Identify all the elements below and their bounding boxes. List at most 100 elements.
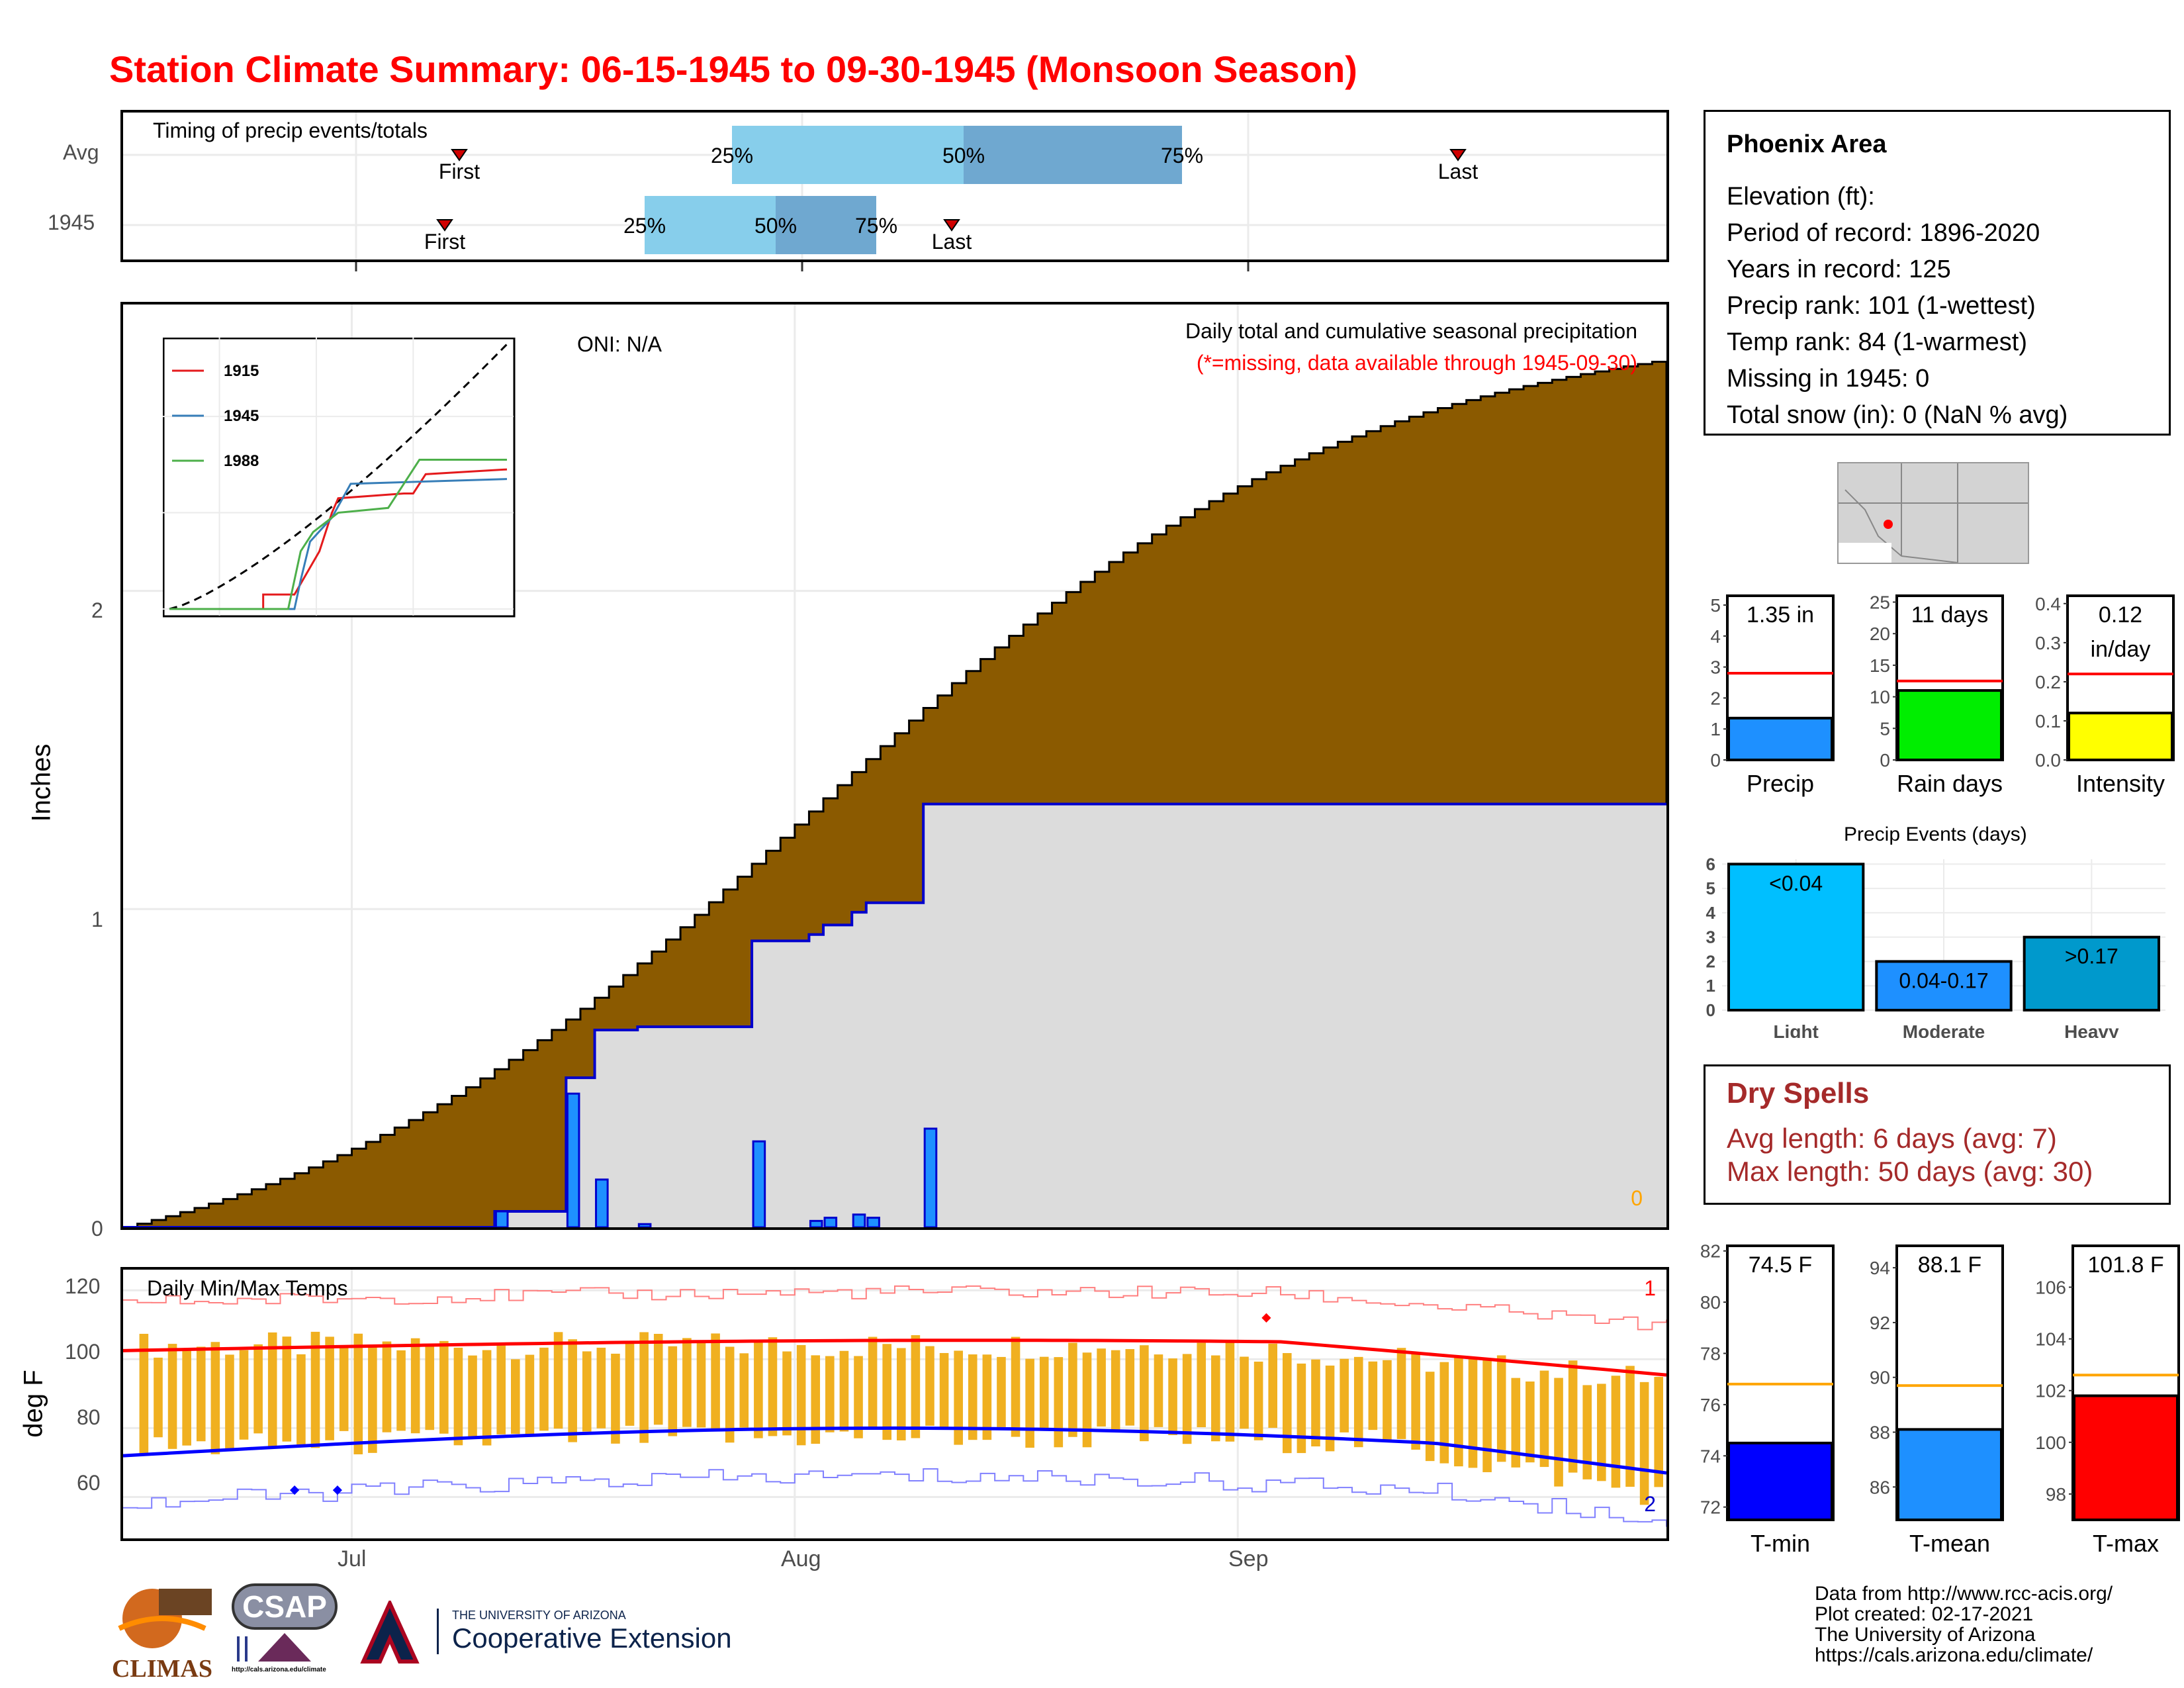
- mini-category-label: T-min: [1751, 1530, 1810, 1557]
- inset-legend-label: 1988: [224, 452, 259, 470]
- daily-temp-bar: [1582, 1385, 1592, 1479]
- mini-ytick: 20: [1870, 624, 1890, 644]
- avg-25-50-bar: [732, 126, 964, 184]
- mini-category-label: Intensity: [2076, 770, 2165, 797]
- timing-label: Timing of precip events/totals: [153, 118, 428, 142]
- daily-temp-bar: [939, 1352, 949, 1430]
- daily-temp-bar: [1197, 1342, 1206, 1428]
- temp-chart: [123, 1270, 1666, 1538]
- daily-temp-bar: [353, 1333, 363, 1455]
- record-low-line: [123, 1468, 1666, 1527]
- daily-precip-bar: [923, 1127, 938, 1227]
- daily-precip-bar: [637, 1223, 652, 1227]
- daily-temp-bar: [682, 1338, 692, 1427]
- daily-temp-bar: [1425, 1372, 1435, 1462]
- location-map: [1837, 462, 2029, 564]
- daily-temp-bar: [982, 1354, 992, 1440]
- mini-category-label: T-max: [2093, 1530, 2159, 1557]
- daily-temp-bar: [639, 1332, 649, 1443]
- timing-chart: First Last First Last 25% 50% 75% 25% 50…: [123, 113, 1666, 259]
- events-ytick: 4: [1706, 903, 1716, 923]
- daily-temp-bar: [1182, 1354, 1192, 1444]
- events-ytick: 2: [1706, 951, 1715, 971]
- daily-temp-bar: [296, 1354, 306, 1447]
- daily-temp-bar: [1140, 1345, 1149, 1442]
- daily-temp-bar: [1468, 1357, 1478, 1468]
- inset-series-1915: [169, 468, 508, 610]
- daily-temp-bar: [925, 1346, 934, 1426]
- daily-temp-bar: [1396, 1348, 1406, 1439]
- mini-ytick: 5: [1880, 718, 1890, 739]
- mini-category-label: T-mean: [1909, 1530, 1990, 1557]
- daily-temp-bar: [1297, 1363, 1306, 1454]
- avg-p25-label: 25%: [711, 144, 753, 167]
- avg-p75-label: 75%: [1161, 144, 1203, 167]
- daily-temp-bar: [210, 1342, 220, 1454]
- ua-logo: [360, 1598, 420, 1667]
- temp-ytick-120: 120: [65, 1274, 101, 1298]
- info-line-period: Period of record: 1896-2020: [1727, 219, 2040, 247]
- daily-temp-bar: [611, 1353, 620, 1444]
- mini-ytick: 3: [1710, 657, 1721, 678]
- mini-ytick: 72: [1700, 1497, 1721, 1518]
- daily-temp-bar: [911, 1335, 921, 1438]
- daily-temp-bar: [1011, 1336, 1021, 1437]
- daily-temp-bar: [1211, 1355, 1220, 1442]
- daily-temp-bar: [1154, 1354, 1163, 1427]
- mini-value-label: 101.8 F: [2087, 1252, 2163, 1278]
- daily-temp-bar: [282, 1336, 292, 1442]
- daily-temp-bar: [410, 1338, 420, 1434]
- mini-ytick: 4: [1710, 626, 1721, 647]
- mini-ytick: 0.3: [2035, 633, 2061, 653]
- daily-temp-bar: [1253, 1361, 1263, 1440]
- daily-temp-bar: [1097, 1348, 1106, 1427]
- precip-ytick-1: 1: [91, 908, 103, 931]
- info-line-elevation: Elevation (ft):: [1727, 183, 1875, 211]
- xtick-sep: Sep: [1228, 1546, 1269, 1571]
- daily-temp-bar: [839, 1350, 849, 1432]
- timing-ytick-avg: Avg: [63, 140, 99, 164]
- avg-first-marker: [451, 149, 468, 162]
- csap-text: CSAP: [242, 1589, 327, 1624]
- precip-minibar: 0 1 2 3 4 5 1.35 in Precip: [1681, 583, 1846, 801]
- csap-logo: CSAP http://cals.arizona.edu/climate: [232, 1583, 351, 1683]
- mini-value-bar: [1897, 689, 2003, 761]
- precip-ytick-0: 0: [91, 1217, 103, 1241]
- mini-ytick: 0.0: [2035, 750, 2061, 771]
- info-line-snow: Total snow (in): 0 (NaN % avg): [1727, 401, 2068, 429]
- temp-ylabel: deg F: [19, 1370, 48, 1438]
- dry-spells-avg: Avg length: 6 days (avg: 7): [1727, 1123, 2057, 1154]
- daily-temp-bar: [825, 1356, 835, 1432]
- mini-category-label: Rain days: [1897, 770, 2003, 797]
- precip-panel: 1915 1945 1988 ONI: N/A Daily total and cu…: [120, 302, 1669, 1230]
- daily-temp-bar: [1068, 1342, 1077, 1437]
- daily-temp-bar: [1268, 1343, 1277, 1428]
- dry-spells-max: Max length: 50 days (avg: 30): [1727, 1156, 2093, 1187]
- page-title: Station Climate Summary: 06-15-1945 to 0…: [109, 48, 1357, 90]
- daily-temp-bar: [882, 1344, 891, 1440]
- credits: Data from http://www.rcc-acis.org/ Plot …: [1815, 1583, 2113, 1665]
- daily-temp-bar: [1654, 1376, 1663, 1487]
- temp-ytick-100: 100: [65, 1340, 101, 1364]
- daily-temp-bar: [525, 1354, 535, 1436]
- daily-temp-bar: [625, 1343, 635, 1426]
- avg-last-marker: [1449, 149, 1467, 162]
- daily-temp-bar: [796, 1344, 806, 1446]
- daily-temp-bar: [1368, 1361, 1378, 1430]
- mini-ytick: 92: [1870, 1313, 1890, 1333]
- daily-temp-bar: [1597, 1383, 1606, 1481]
- daily-temp-bar: [1625, 1366, 1635, 1487]
- daily-temp-bar: [1454, 1357, 1463, 1467]
- credit-line-university: The University of Arizona: [1815, 1624, 2036, 1646]
- record-high-line: [123, 1285, 1666, 1331]
- daily-temp-bar: [711, 1333, 720, 1432]
- mini-ytick: 2: [1710, 688, 1721, 708]
- xtick-jul: Jul: [338, 1546, 367, 1571]
- mini-ytick: 88: [1870, 1423, 1890, 1443]
- daily-temp-bar: [582, 1351, 592, 1432]
- daily-temp-bar: [539, 1347, 549, 1431]
- missing-note: (*=missing, data available through 1945-…: [1196, 351, 1637, 375]
- avg-low-line: [123, 1426, 1666, 1475]
- mini-ytick: 90: [1870, 1368, 1890, 1388]
- precip-ylabel: Inches: [26, 743, 56, 822]
